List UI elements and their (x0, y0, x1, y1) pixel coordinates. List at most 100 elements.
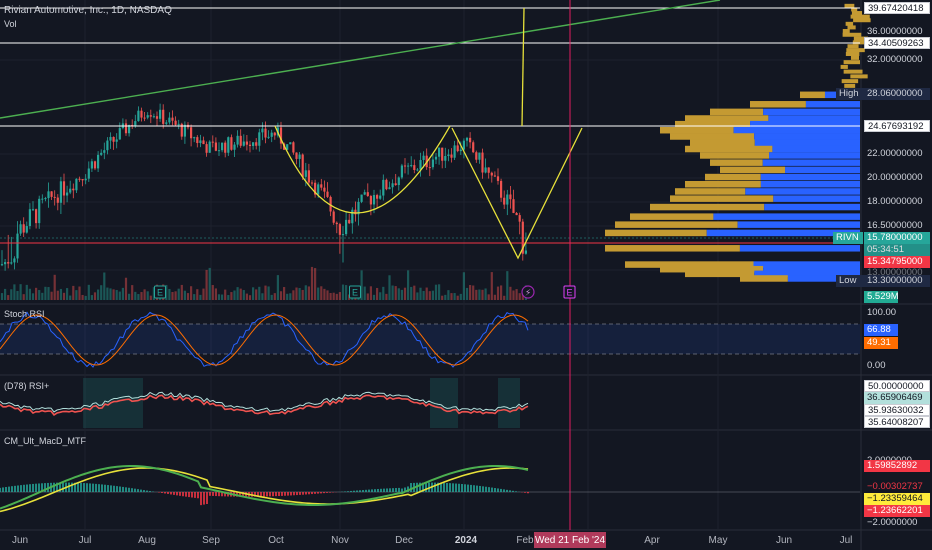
candle-body (162, 109, 165, 124)
macd-histogram-bar (101, 484, 103, 492)
price-tick: 16.50000000 (867, 220, 923, 231)
macd-histogram-bar (527, 492, 529, 494)
macd-histogram-bar (116, 486, 118, 492)
candle-body (521, 221, 524, 254)
macd-histogram-bar (386, 488, 388, 492)
macd-histogram-bar (425, 482, 427, 492)
volume-bar (214, 288, 217, 300)
candle-body (93, 161, 97, 169)
volume-bar (453, 293, 456, 300)
candle-body (227, 137, 230, 153)
earnings-marker-label: E (157, 288, 163, 298)
candle-body (382, 179, 385, 196)
volume-bar (314, 268, 317, 300)
macd-histogram-bar (89, 483, 91, 492)
macd-histogram-bar (137, 489, 139, 492)
volume-bar (264, 285, 267, 300)
volume-bar (239, 288, 242, 300)
volume-bar (422, 290, 425, 300)
volume-profile-row (675, 188, 746, 195)
candle-body (298, 154, 301, 159)
macd-histogram-bar (419, 482, 421, 492)
volume-profile-row (852, 40, 865, 45)
macd-histogram-bar (296, 492, 298, 496)
event-marker-upcoming[interactable]: E (563, 285, 576, 299)
macd-value-3: −1.23359464 (864, 493, 930, 505)
macd-histogram-bar (404, 487, 406, 492)
macd-histogram-bar (224, 492, 226, 497)
volume-bar (413, 285, 416, 300)
price-levels (0, 7, 860, 127)
candle-body (496, 176, 500, 181)
volume-profile-row (772, 145, 860, 153)
candle-body (245, 141, 248, 145)
volume-bar (134, 291, 137, 300)
candle-body (332, 211, 335, 223)
volume-bar (425, 287, 428, 300)
price-label-top: 39.67420418 (864, 2, 930, 14)
candle-body (165, 122, 168, 124)
macd-histogram-bar (20, 485, 22, 492)
volume-bar (93, 292, 97, 300)
candle-body (335, 222, 338, 225)
volume-bar (304, 285, 307, 300)
volume-bar (25, 284, 28, 300)
volume-bar (13, 284, 16, 300)
macd-histogram-bar (221, 492, 223, 497)
macd-histogram-bar (293, 492, 295, 496)
macd-histogram-bar (506, 489, 508, 492)
volume-bar (177, 288, 180, 300)
volume-bar (97, 289, 100, 300)
macd-histogram-bar (167, 492, 169, 494)
volume-bar (81, 294, 84, 300)
macd-histogram-bar (305, 492, 307, 495)
candle-body (168, 117, 171, 123)
macd-histogram-bar (2, 487, 4, 492)
macd-histogram-bar (110, 485, 112, 492)
macd-histogram-bar (287, 492, 289, 496)
high-value: 28.06000000 (864, 88, 930, 100)
candle-body (326, 191, 329, 197)
candle-body (329, 196, 332, 212)
volume-profile-row (842, 29, 850, 34)
price-tick: 22.00000000 (867, 148, 923, 159)
volume-bar (509, 286, 512, 300)
volume-profile-row (737, 221, 860, 228)
macd-histogram-bar (452, 483, 454, 492)
candle-body (190, 127, 193, 139)
volume-bar (379, 292, 382, 300)
candle-body (407, 165, 410, 167)
volume-bar (416, 292, 419, 300)
candle-body (493, 175, 496, 177)
candle-body (211, 141, 214, 143)
candle-body (379, 195, 382, 199)
macd-histogram-bar (83, 483, 85, 492)
macd-histogram-bar (326, 492, 328, 493)
price-tick: 36.00000000 (867, 26, 923, 37)
candle-body (363, 192, 366, 195)
macd-histogram-bar (497, 488, 499, 492)
volume-bar (484, 288, 487, 300)
low-tag: Low (836, 275, 864, 287)
volume-bar (475, 289, 478, 300)
volume-value: 5.529M (864, 291, 899, 303)
volume-bar (168, 288, 171, 300)
macd-histogram-bar (347, 491, 349, 492)
macd-histogram-bar (464, 484, 466, 492)
volume-bar (450, 293, 453, 300)
flash-icon[interactable]: ⚡ (521, 285, 535, 299)
volume-bar (261, 293, 264, 300)
candle-body (351, 209, 354, 224)
macd-histogram-bar (260, 492, 262, 497)
candle-body (518, 215, 521, 222)
macd-histogram-bar (350, 490, 352, 492)
volume-bar (382, 286, 385, 300)
macd-histogram-bar (95, 483, 97, 492)
volume-bar (38, 290, 41, 300)
macd-histogram-bar (146, 490, 148, 492)
volume-bar (258, 286, 261, 300)
volume-profile-row (764, 203, 860, 211)
